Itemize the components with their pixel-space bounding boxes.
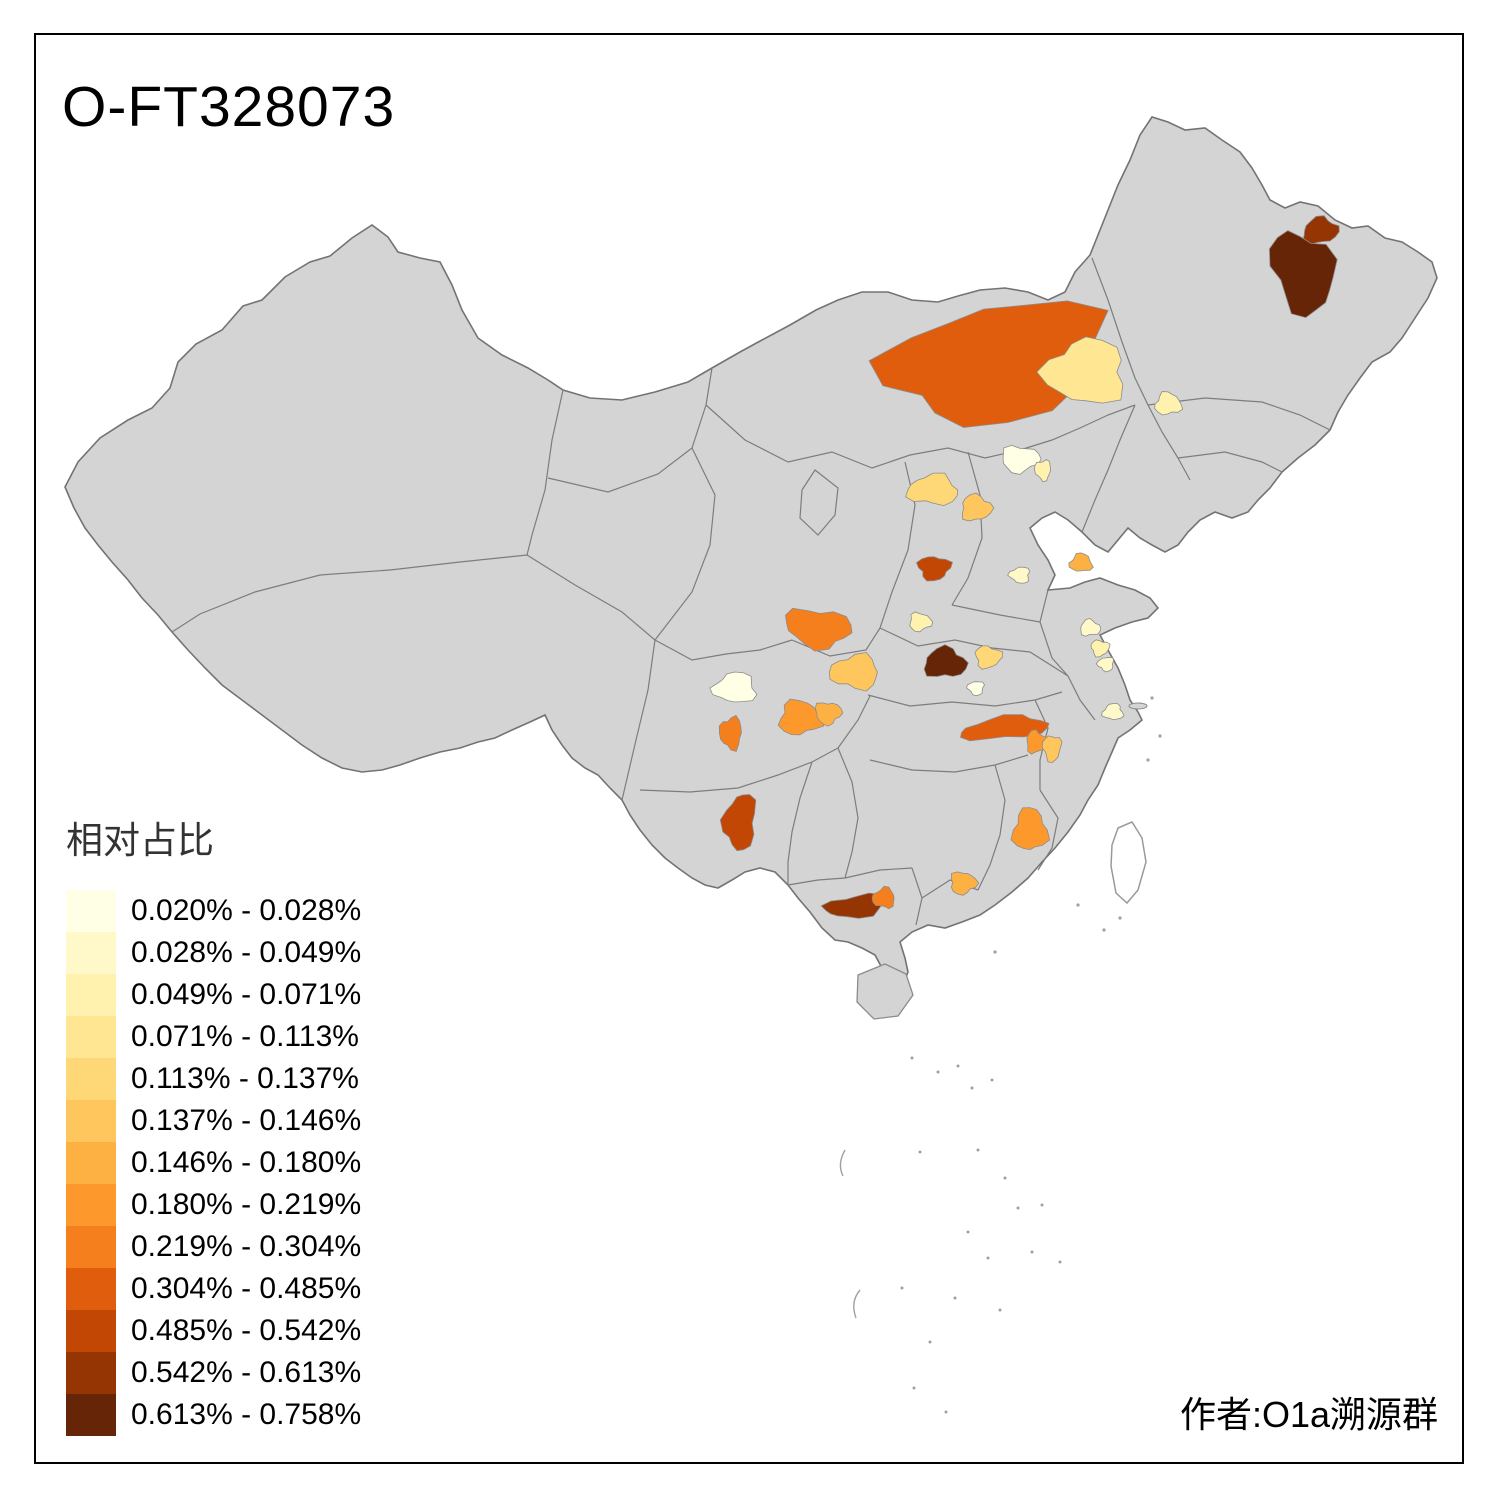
legend-swatch	[66, 932, 116, 974]
author-credit: 作者:O1a溯源群	[1179, 1394, 1438, 1435]
legend-row: 0.113% - 0.137%	[66, 1058, 361, 1100]
legend-label: 0.180% - 0.219%	[131, 1188, 362, 1221]
legend-swatch	[66, 1394, 116, 1436]
map-region-28	[950, 871, 980, 896]
map-region-05	[1154, 391, 1184, 416]
legend-swatch	[66, 890, 116, 932]
legend-row: 0.485% - 0.542%	[66, 1310, 361, 1352]
legend-swatch	[66, 974, 116, 1016]
legend-row: 0.219% - 0.304%	[66, 1226, 361, 1268]
legend-label: 0.113% - 0.137%	[131, 1062, 359, 1095]
legend-swatch	[66, 1142, 116, 1184]
legend-label: 0.137% - 0.146%	[131, 1104, 362, 1137]
map-region-33	[1095, 656, 1114, 673]
legend-row: 0.137% - 0.146%	[66, 1100, 361, 1142]
map-region-10	[916, 556, 953, 582]
legend-row: 0.304% - 0.485%	[66, 1268, 361, 1310]
map-region-16	[923, 644, 969, 677]
legend-swatch	[66, 1184, 116, 1226]
legend-label: 0.219% - 0.304%	[131, 1230, 362, 1263]
legend-swatch	[66, 1310, 116, 1352]
map-region-32	[1090, 639, 1111, 658]
map-region-21	[814, 702, 844, 727]
map-region-02	[1268, 230, 1338, 319]
chongming-island	[1128, 702, 1148, 710]
map-region-31	[1080, 617, 1102, 637]
legend-swatch	[66, 1100, 116, 1142]
map-region-06	[1002, 444, 1042, 475]
legend-label: 0.613% - 0.758%	[131, 1398, 362, 1431]
map-region-30	[871, 885, 895, 910]
map-region-20	[777, 698, 825, 736]
legend-row: 0.180% - 0.219%	[66, 1184, 361, 1226]
map-region-15	[828, 652, 878, 692]
legend-label: 0.146% - 0.180%	[131, 1146, 362, 1179]
legend-swatch	[66, 1016, 116, 1058]
legend-row: 0.613% - 0.758%	[66, 1394, 361, 1436]
legend-row: 0.020% - 0.028%	[66, 890, 361, 932]
legend-row: 0.542% - 0.613%	[66, 1352, 361, 1394]
legend-label: 0.542% - 0.613%	[131, 1356, 362, 1389]
legend-swatch	[66, 1226, 116, 1268]
legend-row: 0.028% - 0.049%	[66, 932, 361, 974]
legend-row: 0.071% - 0.113%	[66, 1016, 361, 1058]
map-region-03	[868, 300, 1109, 428]
legend-swatch	[66, 1268, 116, 1310]
map-region-13	[909, 611, 934, 633]
map-region-09	[961, 492, 995, 522]
legend-label: 0.049% - 0.071%	[131, 978, 362, 1011]
map-region-08	[905, 472, 959, 507]
legend-label: 0.485% - 0.542%	[131, 1314, 362, 1347]
page-title: O-FT328073	[62, 75, 396, 139]
taiwan-island	[1110, 821, 1147, 905]
map-region-27	[1010, 807, 1051, 851]
coastal-islands	[993, 696, 1162, 954]
legend-title: 相对占比	[66, 820, 214, 861]
hainan-island	[856, 963, 914, 1020]
legend: 相对占比 0.020% - 0.028% 0.028% - 0.049% 0.049…	[66, 810, 361, 1436]
map-region-14	[785, 607, 853, 652]
legend-swatch	[66, 1352, 116, 1394]
map-region-11	[1007, 566, 1031, 584]
map-region-07	[1034, 459, 1052, 483]
map-region-19	[709, 671, 758, 703]
map-region-26	[719, 794, 757, 852]
legend-swatch	[66, 1058, 116, 1100]
south-china-sea-islands	[839, 1056, 1062, 1414]
legend-label: 0.304% - 0.485%	[131, 1272, 362, 1305]
colored-regions	[709, 215, 1340, 919]
legend-label: 0.071% - 0.113%	[131, 1020, 359, 1053]
legend-row: 0.049% - 0.071%	[66, 974, 361, 1016]
map-region-25	[1041, 735, 1063, 764]
map-region-34	[1101, 703, 1125, 721]
legend-label: 0.028% - 0.049%	[131, 936, 362, 969]
map-region-17	[974, 645, 1004, 670]
legend-row: 0.146% - 0.180%	[66, 1142, 361, 1184]
map-region-22	[718, 714, 742, 752]
map-region-04	[1036, 336, 1124, 404]
map-region-18	[966, 681, 985, 697]
legend-rows: 0.020% - 0.028% 0.028% - 0.049% 0.049% - 0…	[66, 890, 361, 1436]
map-region-12	[1068, 552, 1094, 572]
map-region-01	[1302, 215, 1340, 246]
legend-label: 0.020% - 0.028%	[131, 894, 362, 927]
